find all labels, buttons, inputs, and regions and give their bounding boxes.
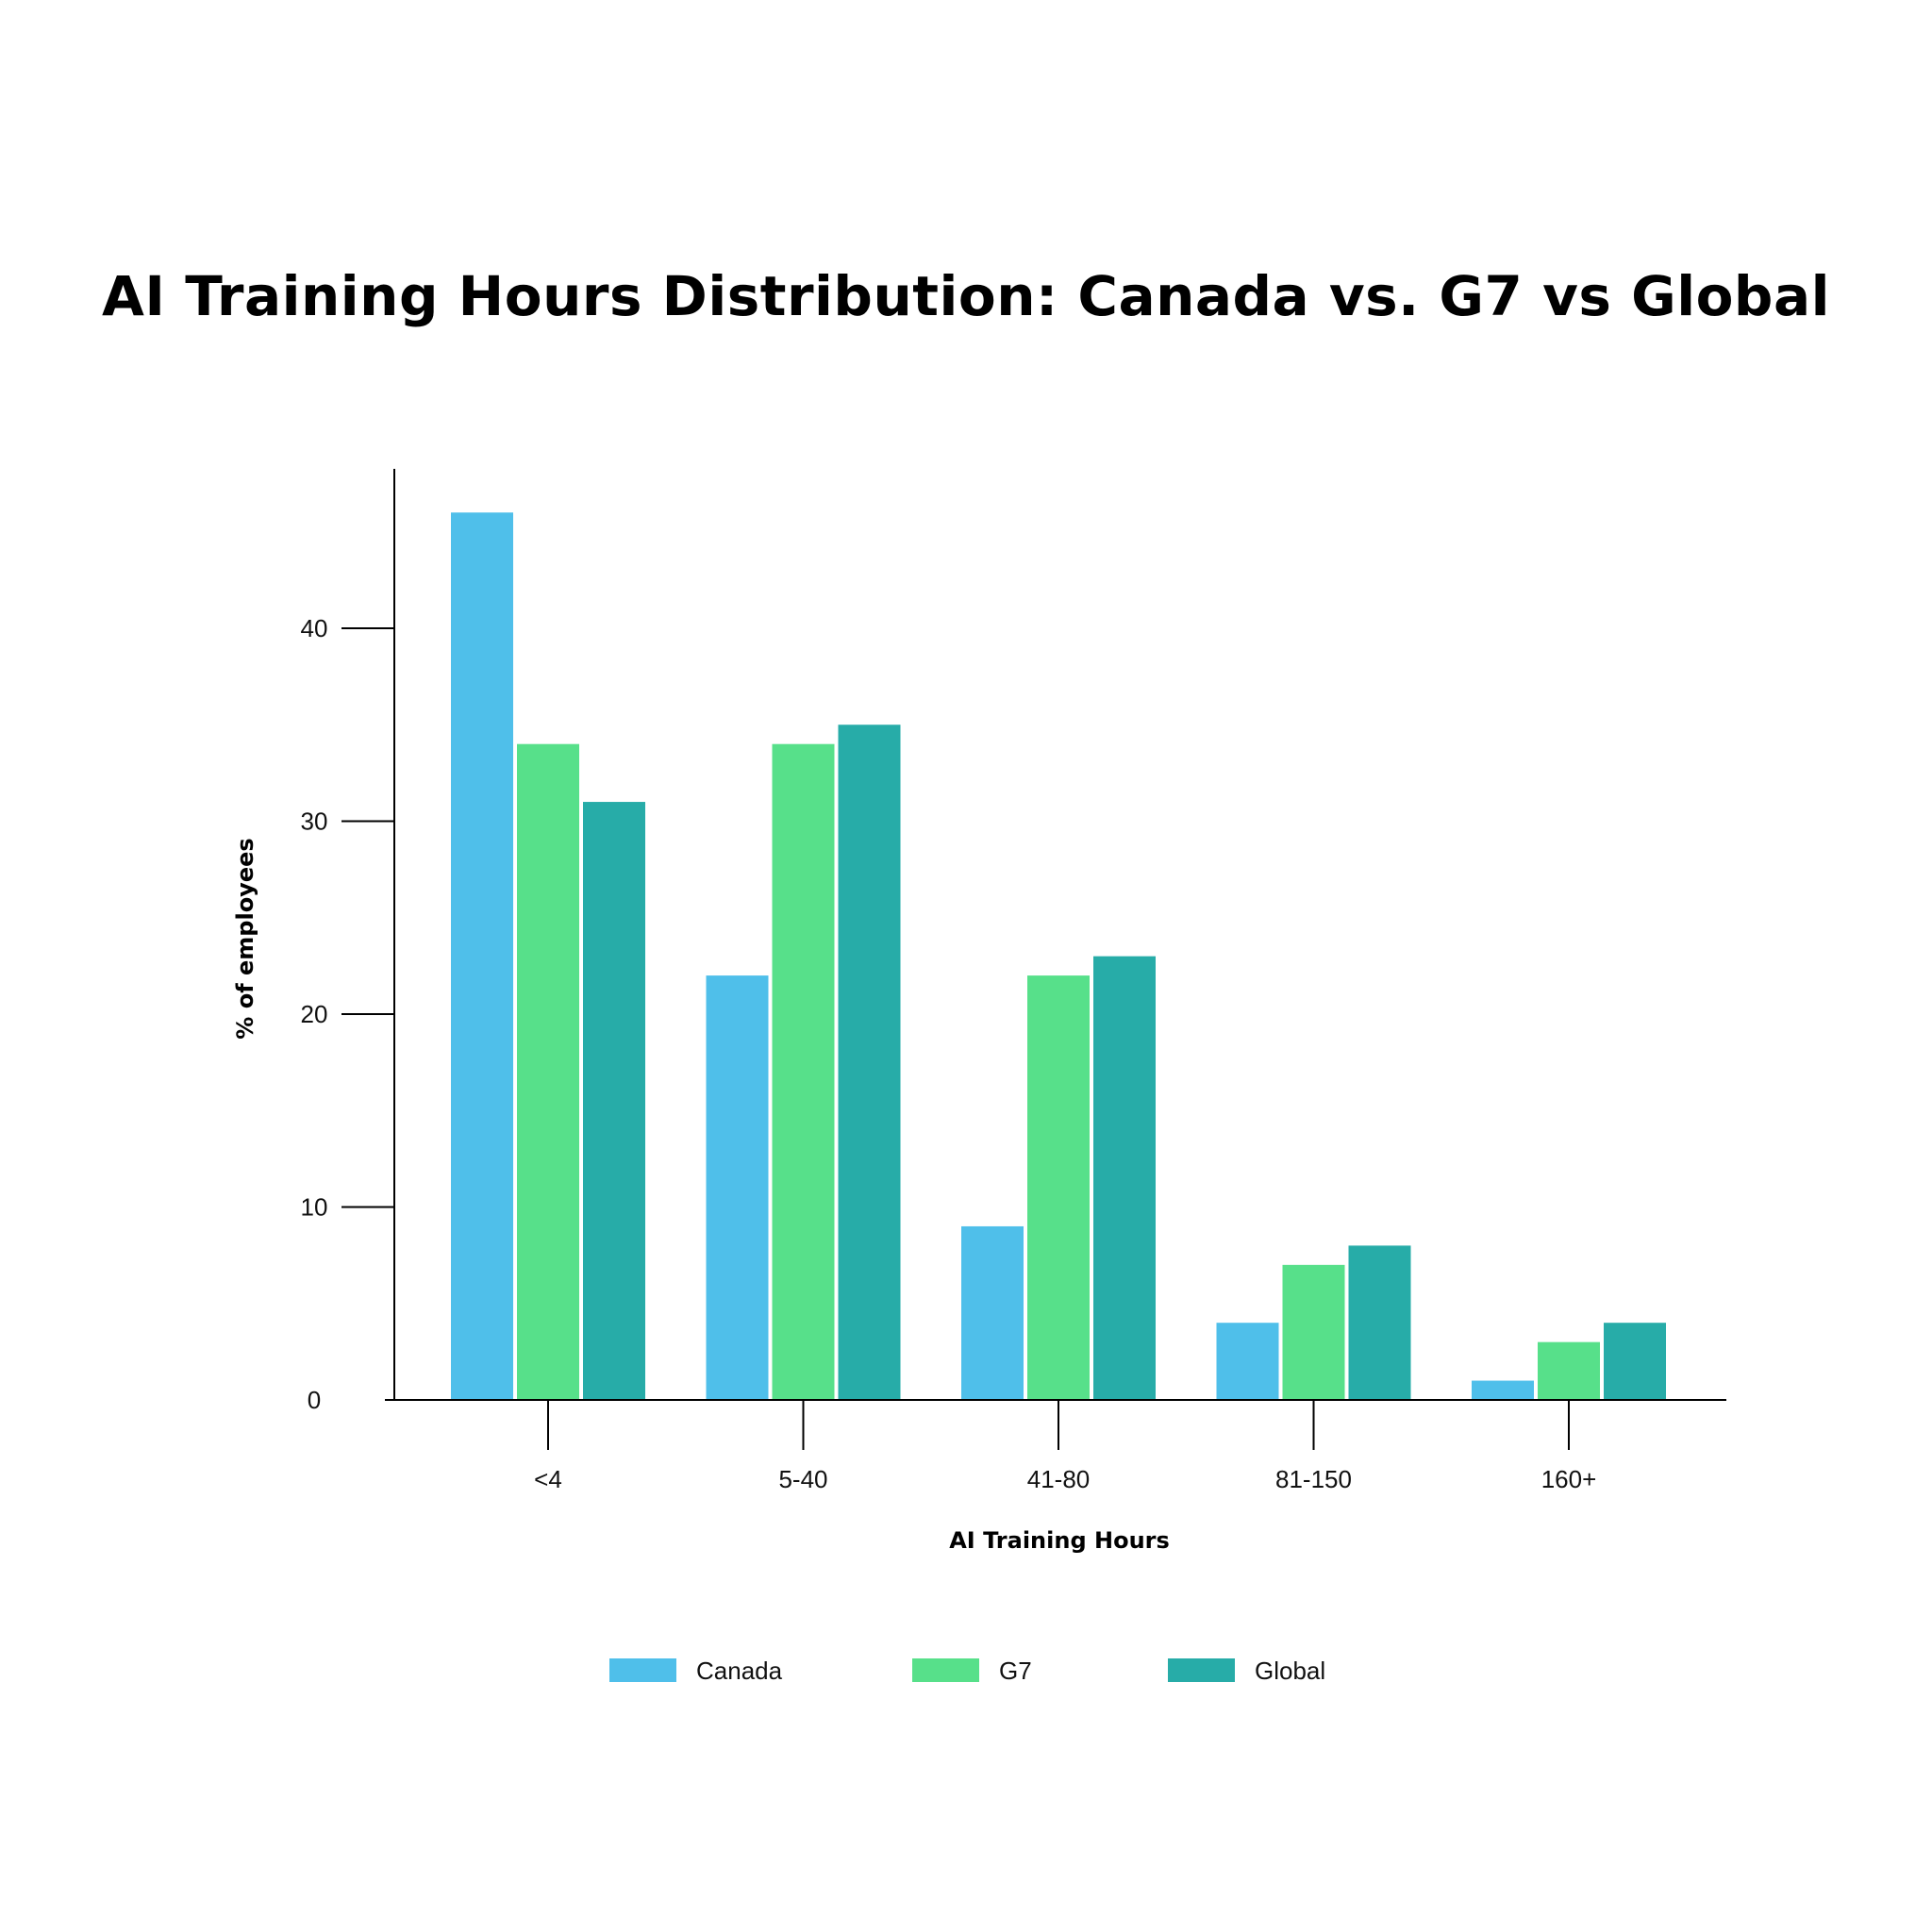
bar-g7-3 xyxy=(1282,1264,1345,1400)
legend-swatch-g7 xyxy=(912,1658,979,1682)
legend-label-global: Global xyxy=(1255,1657,1325,1685)
y-tick-label: 0 xyxy=(308,1386,321,1414)
x-ticks: <4 5-40 41-80 81-150 160+ xyxy=(534,1400,1596,1493)
legend-swatch-global xyxy=(1168,1658,1235,1682)
legend-label-canada: Canada xyxy=(696,1657,783,1685)
legend: Canada G7 Global xyxy=(609,1657,1325,1685)
bar-g7-2 xyxy=(1027,975,1090,1400)
axes-layer xyxy=(385,469,1726,1401)
x-tick-label: 81-150 xyxy=(1275,1465,1352,1493)
bar-global-0 xyxy=(583,802,645,1400)
x-tick-label: 5-40 xyxy=(778,1465,827,1493)
y-tick-label: 40 xyxy=(301,614,328,642)
legend-label-g7: G7 xyxy=(999,1657,1032,1685)
bar-canada-0 xyxy=(451,512,513,1400)
bar-canada-4 xyxy=(1472,1380,1534,1400)
bar-global-3 xyxy=(1348,1245,1411,1400)
bars-layer xyxy=(451,512,1666,1400)
x-axis-title: AI Training Hours xyxy=(949,1527,1170,1554)
bar-g7-4 xyxy=(1538,1341,1600,1400)
chart-title: AI Training Hours Distribution: Canada v… xyxy=(102,264,1830,328)
x-tick-label: 160+ xyxy=(1541,1465,1597,1493)
y-axis-title: % of employees xyxy=(232,838,258,1039)
bar-g7-1 xyxy=(772,743,835,1400)
bar-global-1 xyxy=(838,724,901,1400)
bar-global-2 xyxy=(1093,956,1156,1400)
x-tick-label: 41-80 xyxy=(1027,1465,1091,1493)
y-tick-label: 10 xyxy=(301,1193,328,1222)
bar-canada-3 xyxy=(1216,1323,1279,1400)
y-tick-label: 30 xyxy=(301,808,328,836)
y-ticks: 0 10 20 30 40 xyxy=(301,614,394,1414)
bar-g7-0 xyxy=(517,743,579,1400)
bar-global-4 xyxy=(1604,1323,1666,1400)
bar-canada-2 xyxy=(961,1225,1024,1400)
x-tick-label: <4 xyxy=(534,1465,562,1493)
bar-canada-1 xyxy=(706,975,769,1400)
y-tick-label: 20 xyxy=(301,1000,328,1028)
legend-swatch-canada xyxy=(609,1658,676,1682)
